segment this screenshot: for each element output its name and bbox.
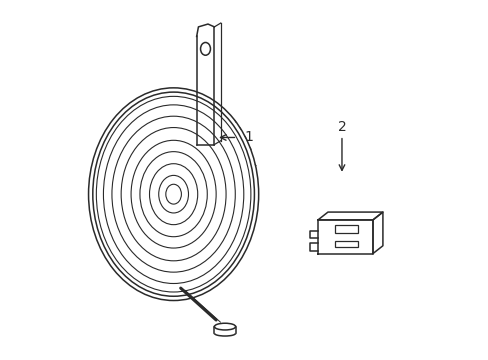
Text: 1: 1 bbox=[244, 130, 253, 144]
Bar bbox=[334, 241, 357, 247]
Bar bbox=[334, 225, 357, 233]
Text: 2: 2 bbox=[337, 120, 346, 134]
